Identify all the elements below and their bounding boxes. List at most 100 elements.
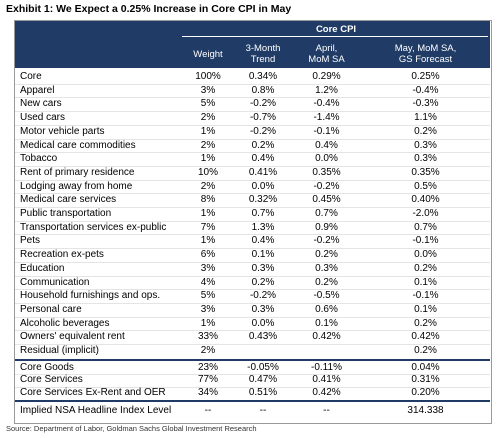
row-label: Medical care commodities — [20, 139, 136, 151]
cell: 0.51% — [248, 386, 278, 398]
cell: 0.1% — [414, 303, 437, 315]
row-rule — [15, 179, 490, 181]
row-label: New cars — [20, 98, 62, 110]
row-rule — [15, 344, 490, 345]
row-label: Core Goods — [20, 362, 74, 373]
cell: -0.7% — [249, 112, 277, 124]
cell: 0.9% — [315, 221, 338, 233]
cell: -0.4% — [412, 84, 439, 96]
cell: 0.43% — [248, 331, 278, 343]
cell: 0.45% — [312, 194, 341, 206]
row-label: Tobacco — [20, 153, 58, 165]
row-label: Pets — [20, 235, 41, 247]
cell: 0.3% — [315, 262, 338, 274]
cell: 0.0% — [414, 249, 437, 261]
row-label: Recreation ex-pets — [20, 249, 104, 261]
row-label: Medical care services — [20, 194, 117, 206]
row-rule — [15, 289, 490, 291]
cell: 0.1% — [414, 276, 437, 288]
section-rule — [15, 399, 490, 402]
cell: 0.25% — [411, 71, 440, 82]
cell: -- — [259, 405, 267, 416]
cell: 0.4% — [251, 235, 275, 247]
column-header: GS Forecast — [398, 54, 453, 65]
cell: 0.42% — [312, 386, 341, 398]
cell: 0.2% — [414, 262, 437, 274]
row-rule — [15, 97, 490, 99]
cell: 1% — [200, 153, 216, 165]
cell: 0.0% — [315, 153, 338, 165]
cell: 0.41% — [312, 374, 341, 386]
row-rule — [15, 316, 490, 318]
row-label: Education — [20, 262, 65, 274]
cell: 0.3% — [414, 153, 437, 165]
cell: 34% — [197, 386, 218, 398]
row-rule — [15, 275, 490, 277]
cell: -0.2% — [249, 290, 277, 302]
column-header: Trend — [250, 54, 276, 65]
cell: 0.8% — [251, 84, 275, 96]
row-rule — [15, 193, 490, 195]
row-label: Communication — [20, 276, 90, 288]
cell: 1.1% — [414, 112, 437, 124]
cell: 0.0% — [251, 317, 275, 329]
row-rule — [15, 386, 490, 388]
cell: 2% — [200, 139, 216, 151]
cell: 5% — [200, 290, 216, 302]
cell: 0.2% — [414, 317, 437, 329]
cell: 6% — [200, 249, 216, 261]
row-rule — [15, 165, 490, 167]
cell: 0.5% — [414, 180, 437, 192]
row-label: Owners' equivalent rent — [20, 331, 125, 343]
cell: -1.4% — [313, 112, 340, 124]
cell: 23% — [197, 362, 218, 373]
cell: 0.4% — [251, 153, 275, 165]
cell: 0.2% — [414, 125, 437, 137]
cell: 1.3% — [251, 221, 275, 233]
row-rule — [15, 330, 490, 332]
cell: 1% — [200, 208, 216, 219]
title: Exhibit 1: We Expect a 0.25% Increase in… — [6, 3, 292, 15]
cell: -- — [323, 405, 330, 416]
row-rule — [15, 138, 490, 140]
cell: 0.35% — [312, 166, 341, 178]
cell: 0.41% — [248, 166, 278, 178]
cell: 0.29% — [312, 71, 341, 82]
cell: 1% — [200, 317, 216, 329]
row-label: Motor vehicle parts — [20, 125, 105, 137]
section-rule — [15, 358, 490, 361]
cell: 1.2% — [315, 84, 338, 96]
cell: 0.3% — [414, 139, 437, 151]
group-header: Core CPI — [315, 24, 357, 35]
row-label: Transportation services ex-public — [20, 221, 167, 233]
cell: -0.2% — [249, 125, 277, 137]
row-rule — [15, 302, 490, 304]
cell: 33% — [197, 331, 218, 343]
row-label: Core Services — [20, 374, 83, 386]
cell: 0.40% — [411, 194, 440, 206]
cell: -0.2% — [313, 180, 340, 192]
cell: -0.4% — [313, 98, 340, 110]
cell: -0.2% — [313, 235, 340, 247]
cell: 3% — [200, 84, 216, 96]
cell: -0.1% — [313, 125, 340, 137]
cell: 2% — [200, 345, 216, 356]
header-band — [15, 21, 490, 68]
cell: 100% — [195, 71, 221, 82]
cell: 0.34% — [248, 71, 278, 82]
cell: 4% — [200, 276, 216, 288]
cell: -0.11% — [311, 362, 342, 373]
cell: 0.7% — [315, 208, 338, 219]
cell: 0.4% — [315, 139, 338, 151]
cell: 0.2% — [251, 139, 275, 151]
group-rule — [182, 36, 488, 37]
cell: 0.1% — [251, 249, 275, 261]
cell: 314.338 — [407, 405, 444, 416]
cell: 0.3% — [251, 303, 275, 315]
cell: -0.1% — [412, 290, 439, 302]
cell: 0.2% — [315, 276, 338, 288]
column-header: 3-Month — [245, 43, 281, 54]
row-rule — [15, 248, 490, 250]
row-label: Household furnishings and ops. — [20, 290, 161, 302]
row-rule — [15, 111, 490, 113]
